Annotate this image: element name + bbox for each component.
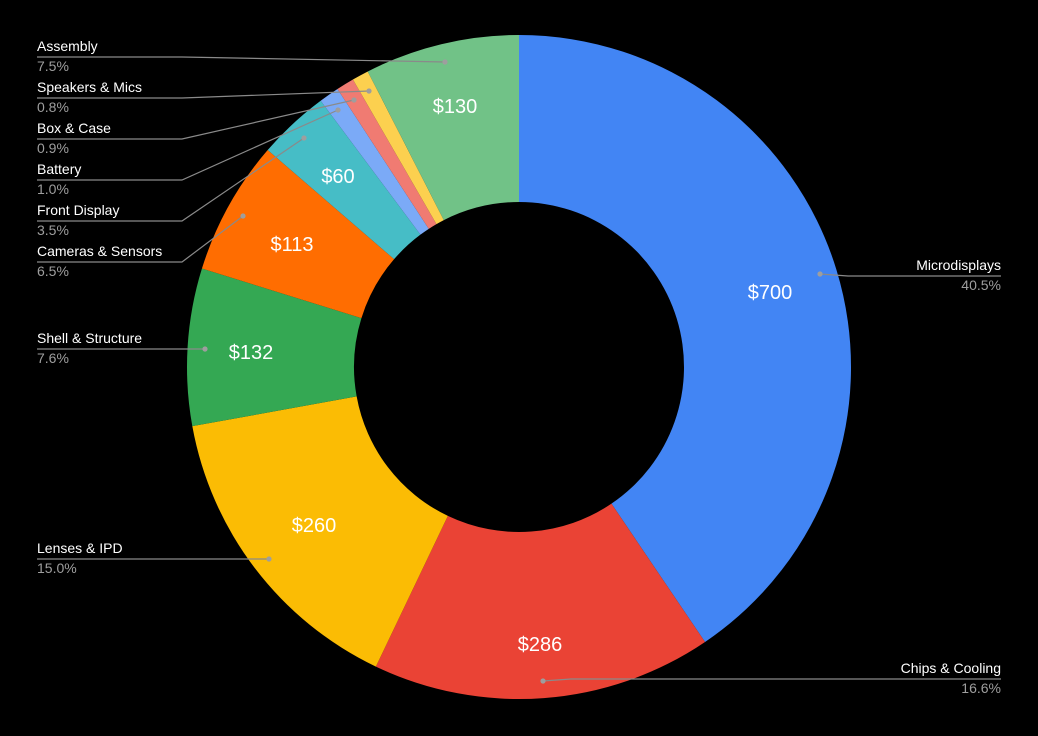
callout-dot-speakers-and-mics — [366, 88, 372, 94]
callout-line-microdisplays — [819, 273, 1001, 277]
callout-percent-microdisplays: 40.5% — [961, 277, 1001, 293]
callout-line-speakers-and-mics — [37, 90, 370, 99]
callout-percent-box-and-case: 0.9% — [37, 140, 69, 156]
callout-percent-lenses-and-ipd: 15.0% — [37, 560, 77, 576]
callout-dot-microdisplays — [817, 271, 823, 277]
slice-chips-and-cooling[interactable] — [375, 503, 706, 699]
callout-percent-battery: 1.0% — [37, 181, 69, 197]
callout-name-lenses-and-ipd: Lenses & IPD — [37, 540, 123, 556]
value-label: $260 — [292, 515, 337, 537]
callout-name-battery: Battery — [37, 161, 81, 177]
callout-dot-chips-and-cooling — [540, 678, 546, 684]
slice-box-and-case[interactable] — [337, 79, 437, 229]
callout-line-battery — [37, 109, 339, 181]
slice-lenses-and-ipd[interactable] — [192, 396, 448, 667]
callout-name-speakers-and-mics: Speakers & Mics — [37, 79, 142, 95]
callout-line-box-and-case — [37, 99, 355, 140]
slice-value-labels: $700 $286 $260 $132 $113 $60 $130 — [229, 96, 793, 656]
callout-name-shell-and-structure: Shell & Structure — [37, 330, 142, 346]
callout-percent-shell-and-structure: 7.6% — [37, 350, 69, 366]
callout-name-box-and-case: Box & Case — [37, 120, 111, 136]
callout-dot-cameras-and-sensors — [240, 213, 246, 219]
slice-microdisplays[interactable] — [519, 35, 851, 642]
slice-cameras-and-sensors[interactable] — [201, 150, 395, 319]
callout-percent-chips-and-cooling: 16.6% — [961, 680, 1001, 696]
callout-percent-assembly: 7.5% — [37, 58, 69, 74]
slice-front-display[interactable] — [267, 100, 421, 260]
value-label: $130 — [433, 96, 478, 118]
callout-line-front-display — [37, 137, 305, 222]
callout-lines — [37, 56, 1001, 684]
slice-battery[interactable] — [320, 89, 429, 235]
callout-line-cameras-and-sensors — [37, 215, 244, 263]
callout-line-assembly — [37, 56, 446, 63]
slice-speakers-and-mics[interactable] — [352, 71, 444, 225]
callout-name-chips-and-cooling: Chips & Cooling — [901, 660, 1001, 676]
value-label: $132 — [229, 342, 274, 364]
slice-assembly[interactable] — [367, 35, 519, 221]
callout-dot-assembly — [442, 59, 448, 65]
callout-name-cameras-and-sensors: Cameras & Sensors — [37, 243, 162, 259]
callout-percent-front-display: 3.5% — [37, 222, 69, 238]
callout-dot-lenses-and-ipd — [266, 556, 272, 562]
callout-name-microdisplays: Microdisplays — [916, 257, 1001, 273]
slice-shell-and-structure[interactable] — [187, 268, 362, 427]
callout-labels: Microdisplays 40.5% Chips & Cooling 16.6% Le… — [37, 38, 1001, 696]
callout-dot-front-display — [301, 135, 307, 141]
value-label: $113 — [270, 234, 313, 256]
callout-dot-shell-and-structure — [202, 346, 208, 352]
donut-slices — [187, 35, 851, 699]
callout-percent-cameras-and-sensors: 6.5% — [37, 263, 69, 279]
value-label: $286 — [518, 634, 563, 656]
callout-line-chips-and-cooling — [542, 678, 1001, 682]
callout-dot-box-and-case — [351, 97, 357, 103]
callout-percent-speakers-and-mics: 0.8% — [37, 99, 69, 115]
callout-name-front-display: Front Display — [37, 202, 119, 218]
value-label: $60 — [321, 166, 354, 188]
callout-dot-battery — [335, 107, 341, 113]
value-label: $700 — [748, 282, 793, 304]
callout-name-assembly: Assembly — [37, 38, 98, 54]
